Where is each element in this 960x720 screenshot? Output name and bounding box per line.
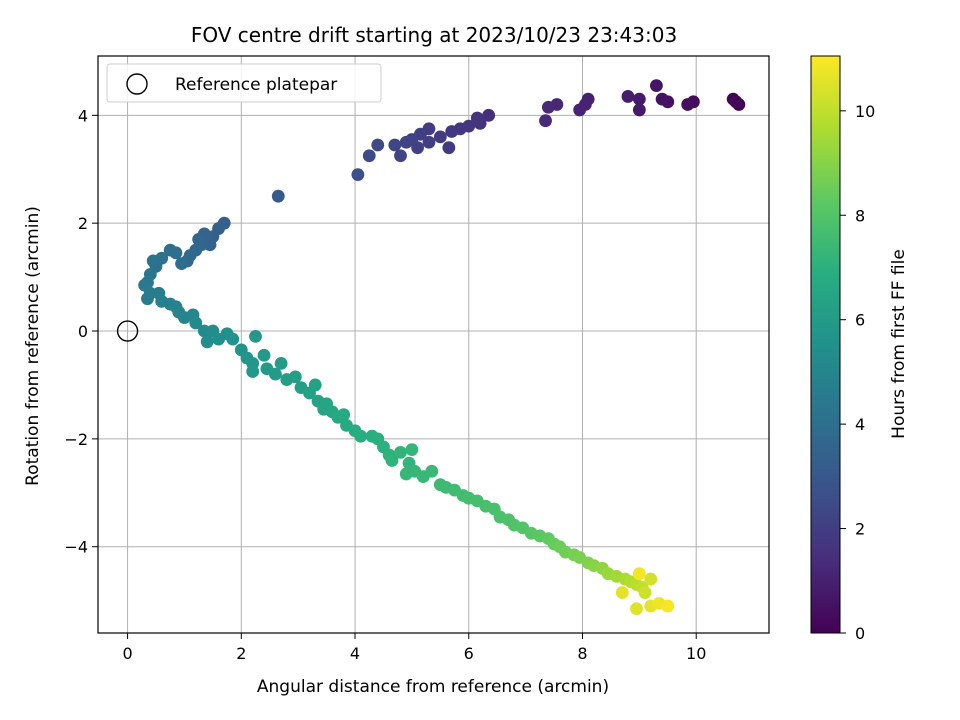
data-point (371, 138, 385, 152)
legend-reference-marker (126, 73, 148, 95)
data-point (192, 232, 206, 246)
data-point (621, 90, 635, 103)
data-point (351, 168, 365, 182)
y-tick-label: −2 (64, 430, 88, 449)
data-point (288, 370, 302, 384)
legend-box (106, 63, 382, 103)
data-point (425, 464, 439, 478)
data-point (632, 567, 646, 581)
data-point (226, 332, 240, 346)
data-point (405, 443, 419, 457)
reference-marker-layer (116, 320, 139, 342)
data-point (615, 586, 629, 599)
data-point (274, 356, 288, 370)
data-point (249, 330, 262, 343)
data-point (681, 98, 695, 111)
data-point (385, 454, 399, 467)
data-point (661, 599, 675, 613)
data-point (422, 135, 436, 149)
data-point (470, 111, 484, 125)
colorbar-tick-label: 0 (855, 624, 865, 643)
data-point (337, 408, 351, 422)
data-point (644, 572, 658, 586)
colorbar-tick-label: 4 (855, 415, 865, 434)
data-point (146, 254, 160, 268)
data-point (442, 141, 456, 155)
data-point (141, 292, 154, 306)
data-point (394, 149, 407, 163)
data-point (200, 335, 214, 349)
data-point (175, 257, 188, 271)
data-point (362, 149, 376, 163)
colorbar-tick-label: 8 (855, 206, 865, 225)
data-point (269, 367, 282, 381)
reference-platepar-marker (116, 320, 139, 342)
data-point (394, 445, 407, 459)
y-axis-ticks: −4 −2 0 2 4 (64, 106, 98, 557)
data-point (308, 378, 322, 392)
chart-title: FOV centre drift starting at 2023/10/23 … (191, 23, 677, 47)
data-points (138, 79, 746, 616)
y-tick-label: 4 (78, 106, 88, 125)
x-tick-label: 2 (236, 644, 246, 663)
legend: Reference platepar (106, 63, 382, 103)
x-axis-ticks: 0 2 4 6 8 10 (122, 633, 706, 663)
colorbar-label: Hours from first FF file (889, 249, 909, 439)
data-point (399, 135, 413, 149)
data-point (632, 92, 646, 106)
colorbar-tick-label: 10 (855, 102, 875, 121)
colorbar-tick-label: 2 (855, 520, 865, 539)
legend-entry-reference: Reference platepar (175, 75, 337, 95)
y-tick-label: 0 (78, 322, 88, 341)
y-tick-label: −4 (64, 538, 88, 557)
x-tick-label: 4 (350, 644, 360, 663)
data-point (271, 189, 285, 203)
data-point (433, 130, 447, 144)
colorbar-gradient (810, 55, 841, 634)
data-point (445, 125, 459, 138)
x-tick-label: 10 (686, 644, 706, 663)
data-point (655, 92, 669, 106)
data-point (638, 586, 652, 599)
data-point (163, 243, 177, 257)
data-point (630, 602, 643, 616)
x-tick-label: 6 (464, 644, 474, 663)
y-tick-label: 2 (78, 214, 88, 233)
data-point (189, 316, 203, 330)
colorbar: 0 2 4 6 8 10 Hours from first FF file (810, 55, 909, 643)
data-point (573, 103, 587, 117)
data-point (388, 138, 402, 152)
colorbar-ticks: 0 2 4 6 8 10 (840, 102, 875, 643)
data-point (632, 103, 646, 117)
plot-frame (97, 55, 770, 634)
data-point (482, 108, 496, 122)
x-tick-label: 8 (577, 644, 587, 663)
data-point (246, 365, 260, 378)
data-point (539, 114, 552, 128)
x-axis-label: Angular distance from reference (arcmin) (257, 677, 609, 697)
data-point (541, 100, 555, 114)
plot-area: 0 2 4 6 8 10 −4 −2 0 2 4 (64, 55, 770, 663)
y-axis-label: Rotation from reference (arcmin) (23, 206, 43, 486)
data-point (650, 79, 663, 93)
data-point (399, 467, 413, 481)
data-point (354, 429, 368, 443)
data-point (257, 348, 271, 362)
data-point (729, 95, 743, 109)
colorbar-tick-label: 6 (855, 311, 865, 330)
x-tick-label: 0 (122, 644, 132, 663)
